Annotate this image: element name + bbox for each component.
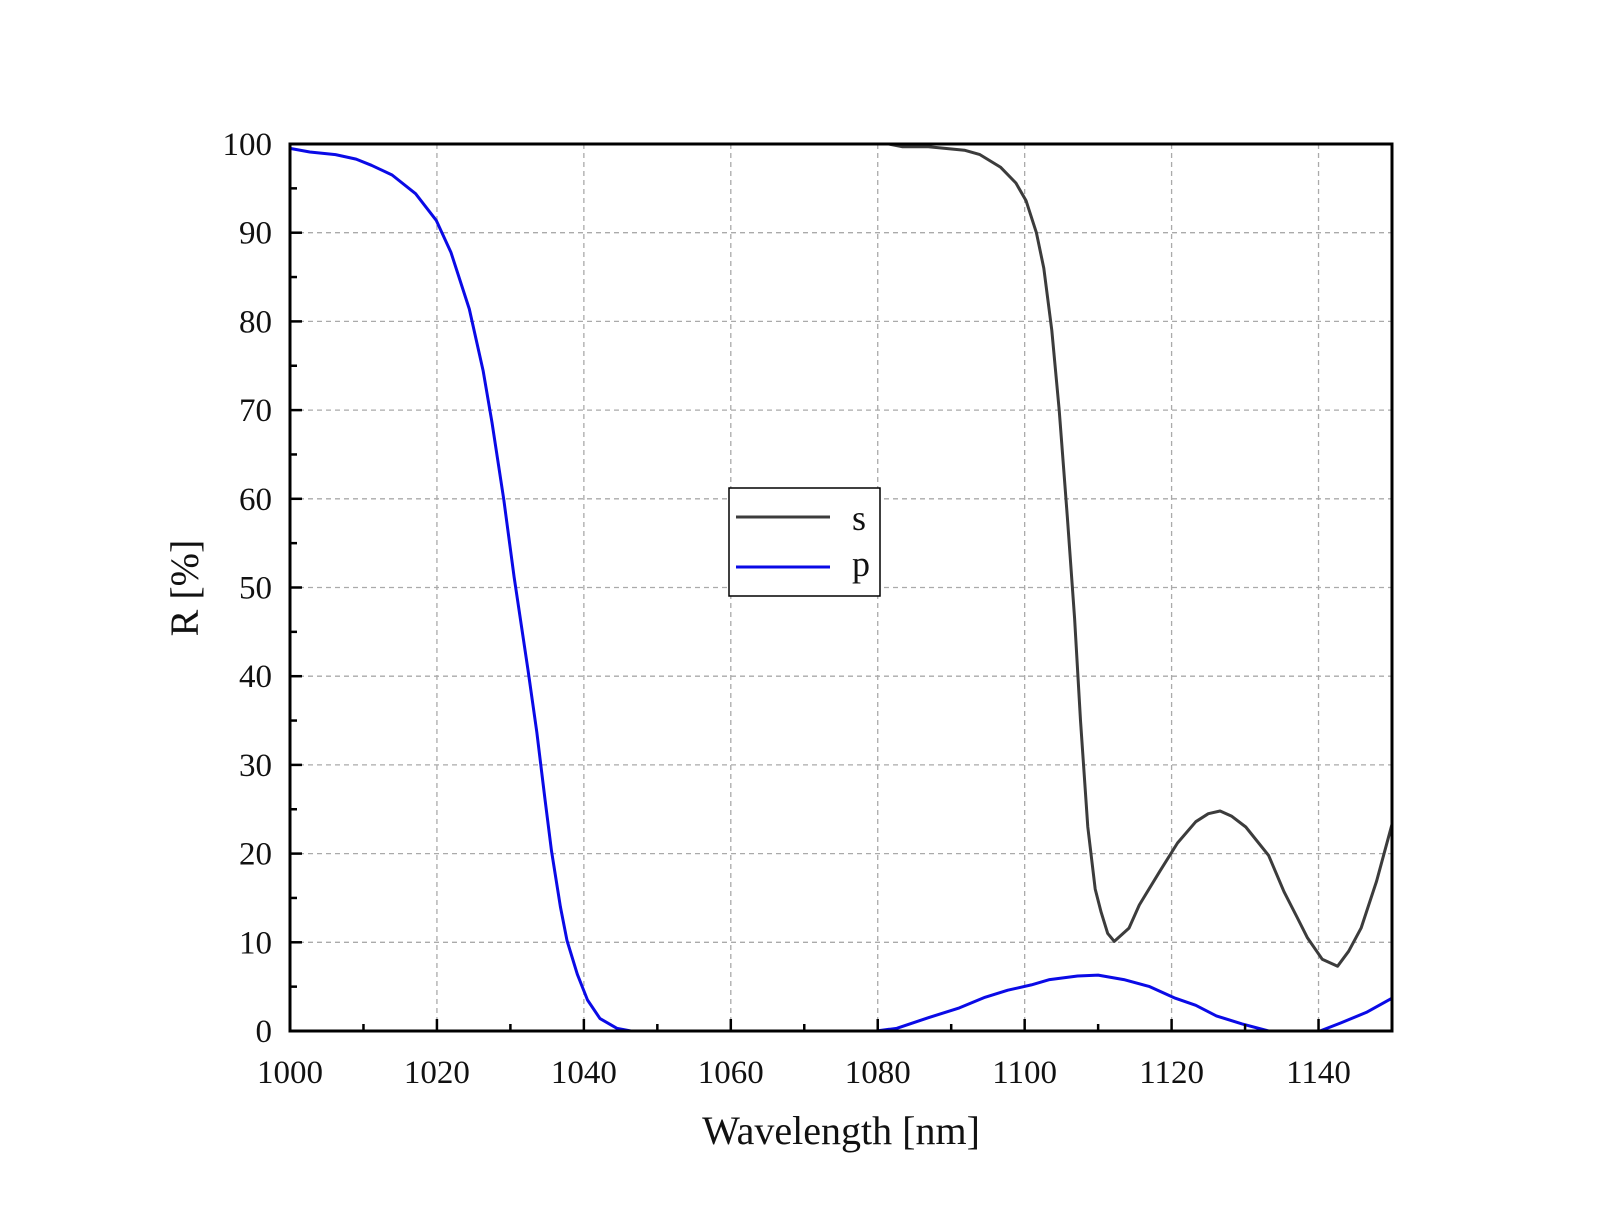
legend: s p <box>728 487 881 597</box>
y-tick-label: 20 <box>239 837 272 873</box>
legend-box <box>728 487 881 597</box>
x-tick-label: 1020 <box>404 1055 470 1091</box>
y-axis-label: R [%] <box>162 540 207 637</box>
y-tick-label: 70 <box>239 393 272 429</box>
x-axis-label: Wavelength [nm] <box>702 1108 980 1153</box>
y-tick-label: 100 <box>223 127 273 163</box>
y-tick-label: 50 <box>239 571 272 607</box>
y-tick-label: 60 <box>239 482 272 518</box>
y-tick-label: 40 <box>239 659 272 695</box>
x-tick-label: 1100 <box>992 1055 1057 1091</box>
x-tick-label: 1120 <box>1139 1055 1204 1091</box>
series-lines <box>289 142 1394 1033</box>
legend-label-p: p <box>852 544 870 584</box>
x-tick-label: 1080 <box>845 1055 911 1091</box>
x-tick-label: 1000 <box>257 1055 323 1091</box>
series-line-s <box>888 142 1394 968</box>
y-tick-label: 30 <box>239 748 272 784</box>
y-tick-label: 0 <box>256 1014 273 1050</box>
x-tick-label: 1040 <box>551 1055 617 1091</box>
y-tick-label: 10 <box>239 925 272 961</box>
series-line-p <box>289 146 1393 1033</box>
axis-ticks: 1000 1020 1040 1060 1080 1100 1120 114001020304… <box>223 127 1394 1091</box>
x-tick-label: 1060 <box>698 1055 764 1091</box>
y-tick-label: 80 <box>239 304 272 340</box>
x-tick-label: 1140 <box>1286 1055 1351 1091</box>
y-tick-label: 90 <box>239 216 272 252</box>
legend-label-s: s <box>852 498 866 538</box>
